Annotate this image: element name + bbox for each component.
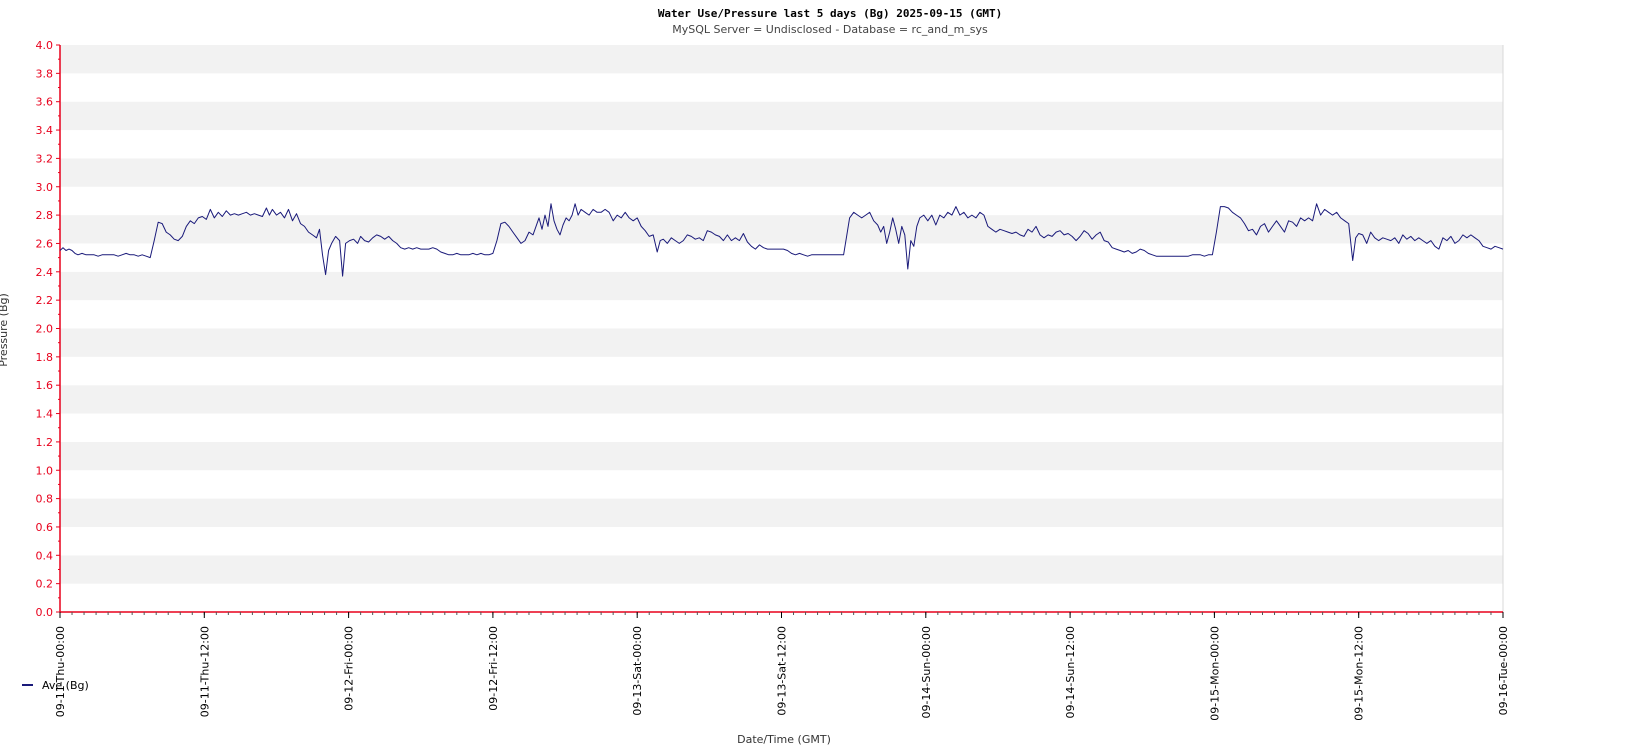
y-tick-label: 2.6 [36,237,54,250]
y-tick-label: 3.8 [36,67,54,80]
grid-band [60,243,1503,272]
x-tick-label: 09-11-Thu-00:00 [54,626,67,717]
x-tick-label: 09-15-Mon-12:00 [1353,626,1366,721]
grid-band [60,583,1503,612]
y-tick-label: 1.8 [36,351,54,364]
chart-subtitle: MySQL Server = Undisclosed - Database = … [672,23,988,36]
grid-band [60,498,1503,527]
grid-band [60,526,1503,556]
y-tick-label: 3.0 [36,181,54,194]
x-axis: 09-11-Thu-00:00 09-11-Thu-12:00 09-12-Fri-… [54,611,1510,721]
y-tick-label: 3.2 [36,152,54,165]
grid-band [60,356,1503,386]
x-tick-label: 09-13-Sat-00:00 [631,626,644,716]
grid-band [60,215,1503,244]
x-tick-label: 09-15-Mon-00:00 [1208,626,1221,721]
y-tick-label: 0.4 [36,549,54,562]
x-tick-label: 09-12-Fri-00:00 [343,626,356,711]
y-tick-label: 1.0 [36,464,54,477]
y-tick-label: 2.8 [36,209,54,222]
grid-band [60,385,1503,414]
y-tick-label: 2.0 [36,323,54,336]
series-line-ave [59,203,1504,277]
y-tick-label: 0.0 [36,606,54,619]
x-axis-label: Date/Time (GMT) [737,733,831,746]
y-axis-label: Pressure (Bg) [0,293,10,367]
x-tick-label: 09-12-Fri-12:00 [487,626,500,711]
grid-band [60,300,1503,329]
series-layer [59,203,1504,277]
legend: Ave (Bg) [22,679,89,692]
y-tick-label: 4.0 [36,39,54,52]
grid-band [60,186,1503,216]
grid-band [60,45,1503,74]
x-tick-label: 09-13-Sat-12:00 [776,626,789,716]
y-tick-label: 0.6 [36,521,54,534]
y-tick-label: 1.4 [36,408,54,421]
legend-label: Ave (Bg) [42,679,89,692]
grid-band [60,101,1503,131]
grid-band [60,470,1503,499]
y-tick-label: 0.2 [36,578,54,591]
grid-band [60,73,1503,102]
chart-title: Water Use/Pressure last 5 days (Bg) 2025… [658,7,1002,20]
grid-band [60,130,1503,159]
grid-band [60,271,1503,301]
y-tick-label: 2.4 [36,266,54,279]
y-tick-label: 2.2 [36,294,54,307]
grid-band [60,158,1503,187]
x-tick-label: 09-16-Tue-00:00 [1497,626,1510,715]
y-tick-label: 3.4 [36,124,54,137]
grid-band [60,555,1503,584]
x-tick-label: 09-14-Sun-00:00 [920,626,933,719]
grid-band [60,328,1503,357]
grid-band [60,441,1503,471]
y-axis: 0.0 0.2 0.4 0.6 0.8 1.0 1.2 1.4 1.6 1.8 2.0 2.2 2.4 2… [36,39,61,619]
grid-band [60,413,1503,442]
x-tick-label: 09-14-Sun-12:00 [1064,626,1077,719]
x-tick-label: 09-11-Thu-12:00 [198,626,211,717]
y-tick-label: 3.6 [36,96,54,109]
y-tick-label: 0.8 [36,493,54,506]
y-tick-label: 1.6 [36,379,54,392]
grid-bands [60,45,1504,612]
y-tick-label: 1.2 [36,436,54,449]
